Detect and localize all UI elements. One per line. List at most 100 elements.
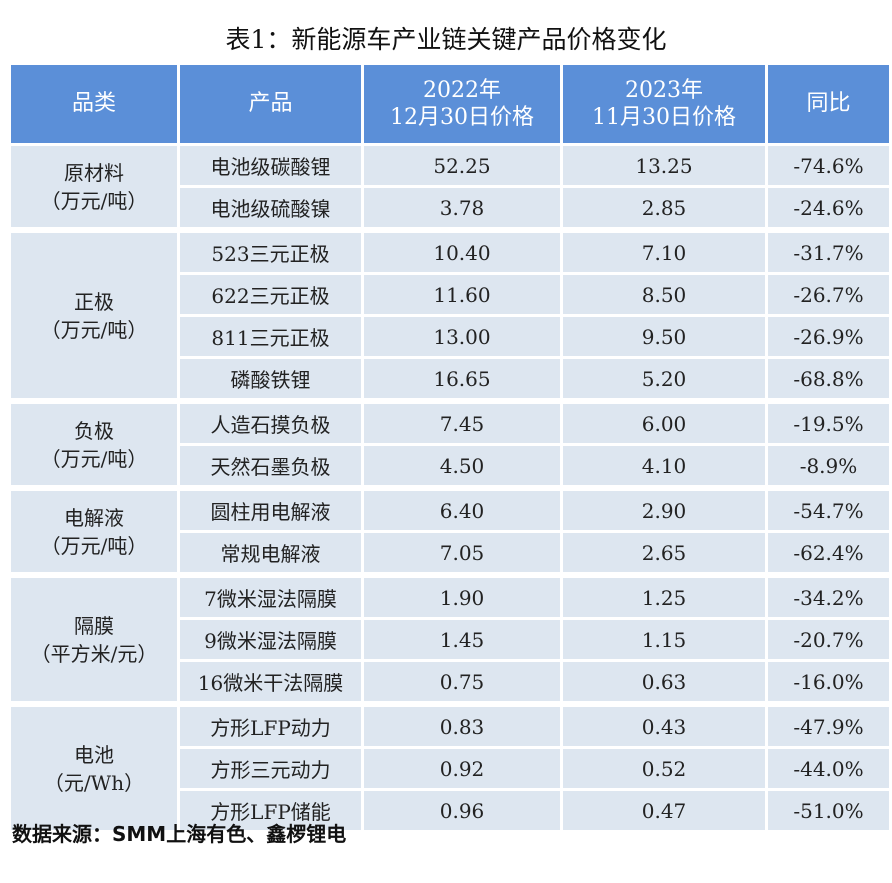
price-table: 品类 产品 2022年 12月30日价格 2023年 11月30日价格 同比 原材料 （万元/… <box>8 62 892 833</box>
yoy-cell: -54.7% <box>768 488 889 530</box>
column-header: 品类 <box>11 65 177 143</box>
category-name: 隔膜 <box>74 613 114 638</box>
product-cell: 常规电解液 <box>180 533 361 572</box>
price-2022-cell: 6.40 <box>364 488 560 530</box>
product-cell: 方形LFP动力 <box>180 704 361 746</box>
price-2023-cell: 13.25 <box>563 146 765 185</box>
yoy-cell: -16.0% <box>768 662 889 701</box>
column-header: 产品 <box>180 65 361 143</box>
product-cell: 电池级硫酸镍 <box>180 188 361 227</box>
price-2022-cell: 1.90 <box>364 575 560 617</box>
column-header: 2023年 11月30日价格 <box>563 65 765 143</box>
yoy-cell: -74.6% <box>768 146 889 185</box>
price-2022-cell: 16.65 <box>364 359 560 398</box>
price-2023-cell: 4.10 <box>563 446 765 485</box>
product-cell: 523三元正极 <box>180 230 361 272</box>
price-2023-cell: 2.85 <box>563 188 765 227</box>
price-2022-cell: 1.45 <box>364 620 560 659</box>
table-row: 负极 （万元/吨） 人造石摸负极 7.45 6.00 -19.5% <box>11 401 889 485</box>
category-name: 电解液 <box>64 505 124 530</box>
category-name: 电池 <box>74 742 114 767</box>
price-2023-cell: 0.52 <box>563 749 765 788</box>
category-unit: （万元/吨） <box>40 533 148 558</box>
product-cell: 磷酸铁锂 <box>180 359 361 398</box>
yoy-cell: -47.9% <box>768 704 889 746</box>
category-cell: 电解液 （万元/吨） <box>11 488 177 572</box>
price-2022-cell: 52.25 <box>364 146 560 185</box>
product-cell: 天然石墨负极 <box>180 446 361 485</box>
table-row: 622三元正极 11.60 8.50 -26.7% <box>11 275 889 314</box>
price-2022-cell: 3.78 <box>364 188 560 227</box>
yoy-cell: -26.9% <box>768 317 889 356</box>
column-header: 同比 <box>768 65 889 143</box>
price-2023-cell: 8.50 <box>563 275 765 314</box>
table-row: 磷酸铁锂 16.65 5.20 -68.8% <box>11 359 889 398</box>
price-2023-cell: 2.90 <box>563 488 765 530</box>
source-note: 数据来源：SMM上海有色、鑫椤锂电 <box>12 822 347 846</box>
category-cell: 隔膜 （平方米/元） <box>11 575 177 701</box>
price-2023-cell: 2.65 <box>563 533 765 572</box>
price-2022-cell: 0.75 <box>364 662 560 701</box>
table-row: 电池级硫酸镍 3.78 2.85 -24.6% <box>11 188 889 227</box>
table-row: 811三元正极 13.00 9.50 -26.9% <box>11 317 889 356</box>
header-row: 品类 产品 2022年 12月30日价格 2023年 11月30日价格 同比 <box>11 65 889 143</box>
price-2022-cell: 7.45 <box>364 401 560 443</box>
table-row: 正极 （万元/吨） 523三元正极 10.40 7.10 -31.7% <box>11 230 889 398</box>
table-row: 电解液 （万元/吨） 圆柱用电解液 6.40 2.90 -54.7% <box>11 488 889 572</box>
category-name: 负极 <box>74 418 114 443</box>
price-2022-cell: 0.96 <box>364 791 560 830</box>
table-row: 9微米湿法隔膜 1.45 1.15 -20.7% <box>11 620 889 659</box>
product-cell: 16微米干法隔膜 <box>180 662 361 701</box>
product-cell: 圆柱用电解液 <box>180 488 361 530</box>
price-2023-cell: 7.10 <box>563 230 765 272</box>
table-row: 天然石墨负极 4.50 4.10 -8.9% <box>11 446 889 485</box>
price-2023-cell: 0.43 <box>563 704 765 746</box>
yoy-cell: -26.7% <box>768 275 889 314</box>
table-row: 原材料 （万元/吨） 电池级碳酸锂 52.25 13.25 -74.6% <box>11 146 889 227</box>
category-cell: 正极 （万元/吨） <box>11 230 177 398</box>
table-row: 电池 （元/Wh） 方形LFP动力 0.83 0.43 -47.9% <box>11 704 889 830</box>
category-cell: 原材料 （万元/吨） <box>11 146 177 227</box>
price-2023-cell: 5.20 <box>563 359 765 398</box>
yoy-cell: -62.4% <box>768 533 889 572</box>
price-2023-cell: 1.25 <box>563 575 765 617</box>
product-cell: 7微米湿法隔膜 <box>180 575 361 617</box>
price-2022-cell: 0.92 <box>364 749 560 788</box>
yoy-cell: -34.2% <box>768 575 889 617</box>
category-unit: （平方米/元） <box>30 641 158 666</box>
table-row: 方形三元动力 0.92 0.52 -44.0% <box>11 749 889 788</box>
table-row: 常规电解液 7.05 2.65 -62.4% <box>11 533 889 572</box>
price-2023-cell: 6.00 <box>563 401 765 443</box>
category-cell: 负极 （万元/吨） <box>11 401 177 485</box>
product-cell: 9微米湿法隔膜 <box>180 620 361 659</box>
price-2023-cell: 9.50 <box>563 317 765 356</box>
category-unit: （万元/吨） <box>40 188 148 213</box>
column-header: 2022年 12月30日价格 <box>364 65 560 143</box>
price-2023-cell: 0.47 <box>563 791 765 830</box>
category-name: 正极 <box>74 289 114 314</box>
product-cell: 人造石摸负极 <box>180 401 361 443</box>
price-2022-cell: 0.83 <box>364 704 560 746</box>
product-cell: 811三元正极 <box>180 317 361 356</box>
product-cell: 622三元正极 <box>180 275 361 314</box>
yoy-cell: -44.0% <box>768 749 889 788</box>
category-unit: （元/Wh） <box>43 770 145 795</box>
price-2023-cell: 1.15 <box>563 620 765 659</box>
price-2023-cell: 0.63 <box>563 662 765 701</box>
yoy-cell: -31.7% <box>768 230 889 272</box>
price-2022-cell: 13.00 <box>364 317 560 356</box>
price-2022-cell: 4.50 <box>364 446 560 485</box>
yoy-cell: -68.8% <box>768 359 889 398</box>
yoy-cell: -8.9% <box>768 446 889 485</box>
price-2022-cell: 7.05 <box>364 533 560 572</box>
table-row: 16微米干法隔膜 0.75 0.63 -16.0% <box>11 662 889 701</box>
category-cell: 电池 （元/Wh） <box>11 704 177 830</box>
price-2022-cell: 11.60 <box>364 275 560 314</box>
table-row: 隔膜 （平方米/元） 7微米湿法隔膜 1.90 1.25 -34.2% <box>11 575 889 701</box>
product-cell: 电池级碳酸锂 <box>180 146 361 185</box>
yoy-cell: -20.7% <box>768 620 889 659</box>
table-title: 表1：新能源车产业链关键产品价格变化 <box>225 25 667 54</box>
category-unit: （万元/吨） <box>40 317 148 342</box>
yoy-cell: -24.6% <box>768 188 889 227</box>
category-name: 原材料 <box>64 160 124 185</box>
